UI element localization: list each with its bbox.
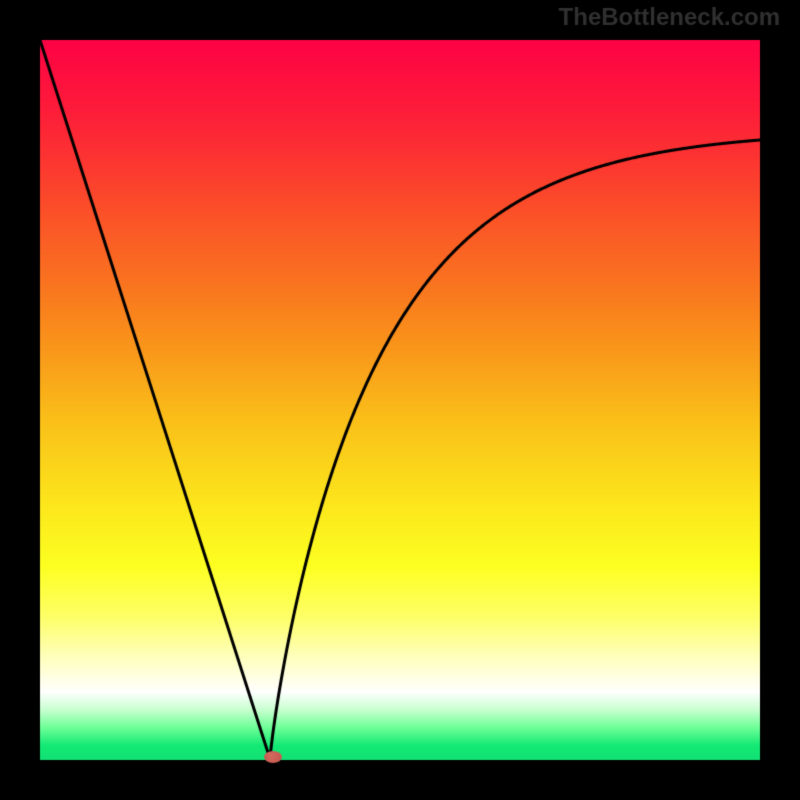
chart-canvas [0, 0, 800, 800]
